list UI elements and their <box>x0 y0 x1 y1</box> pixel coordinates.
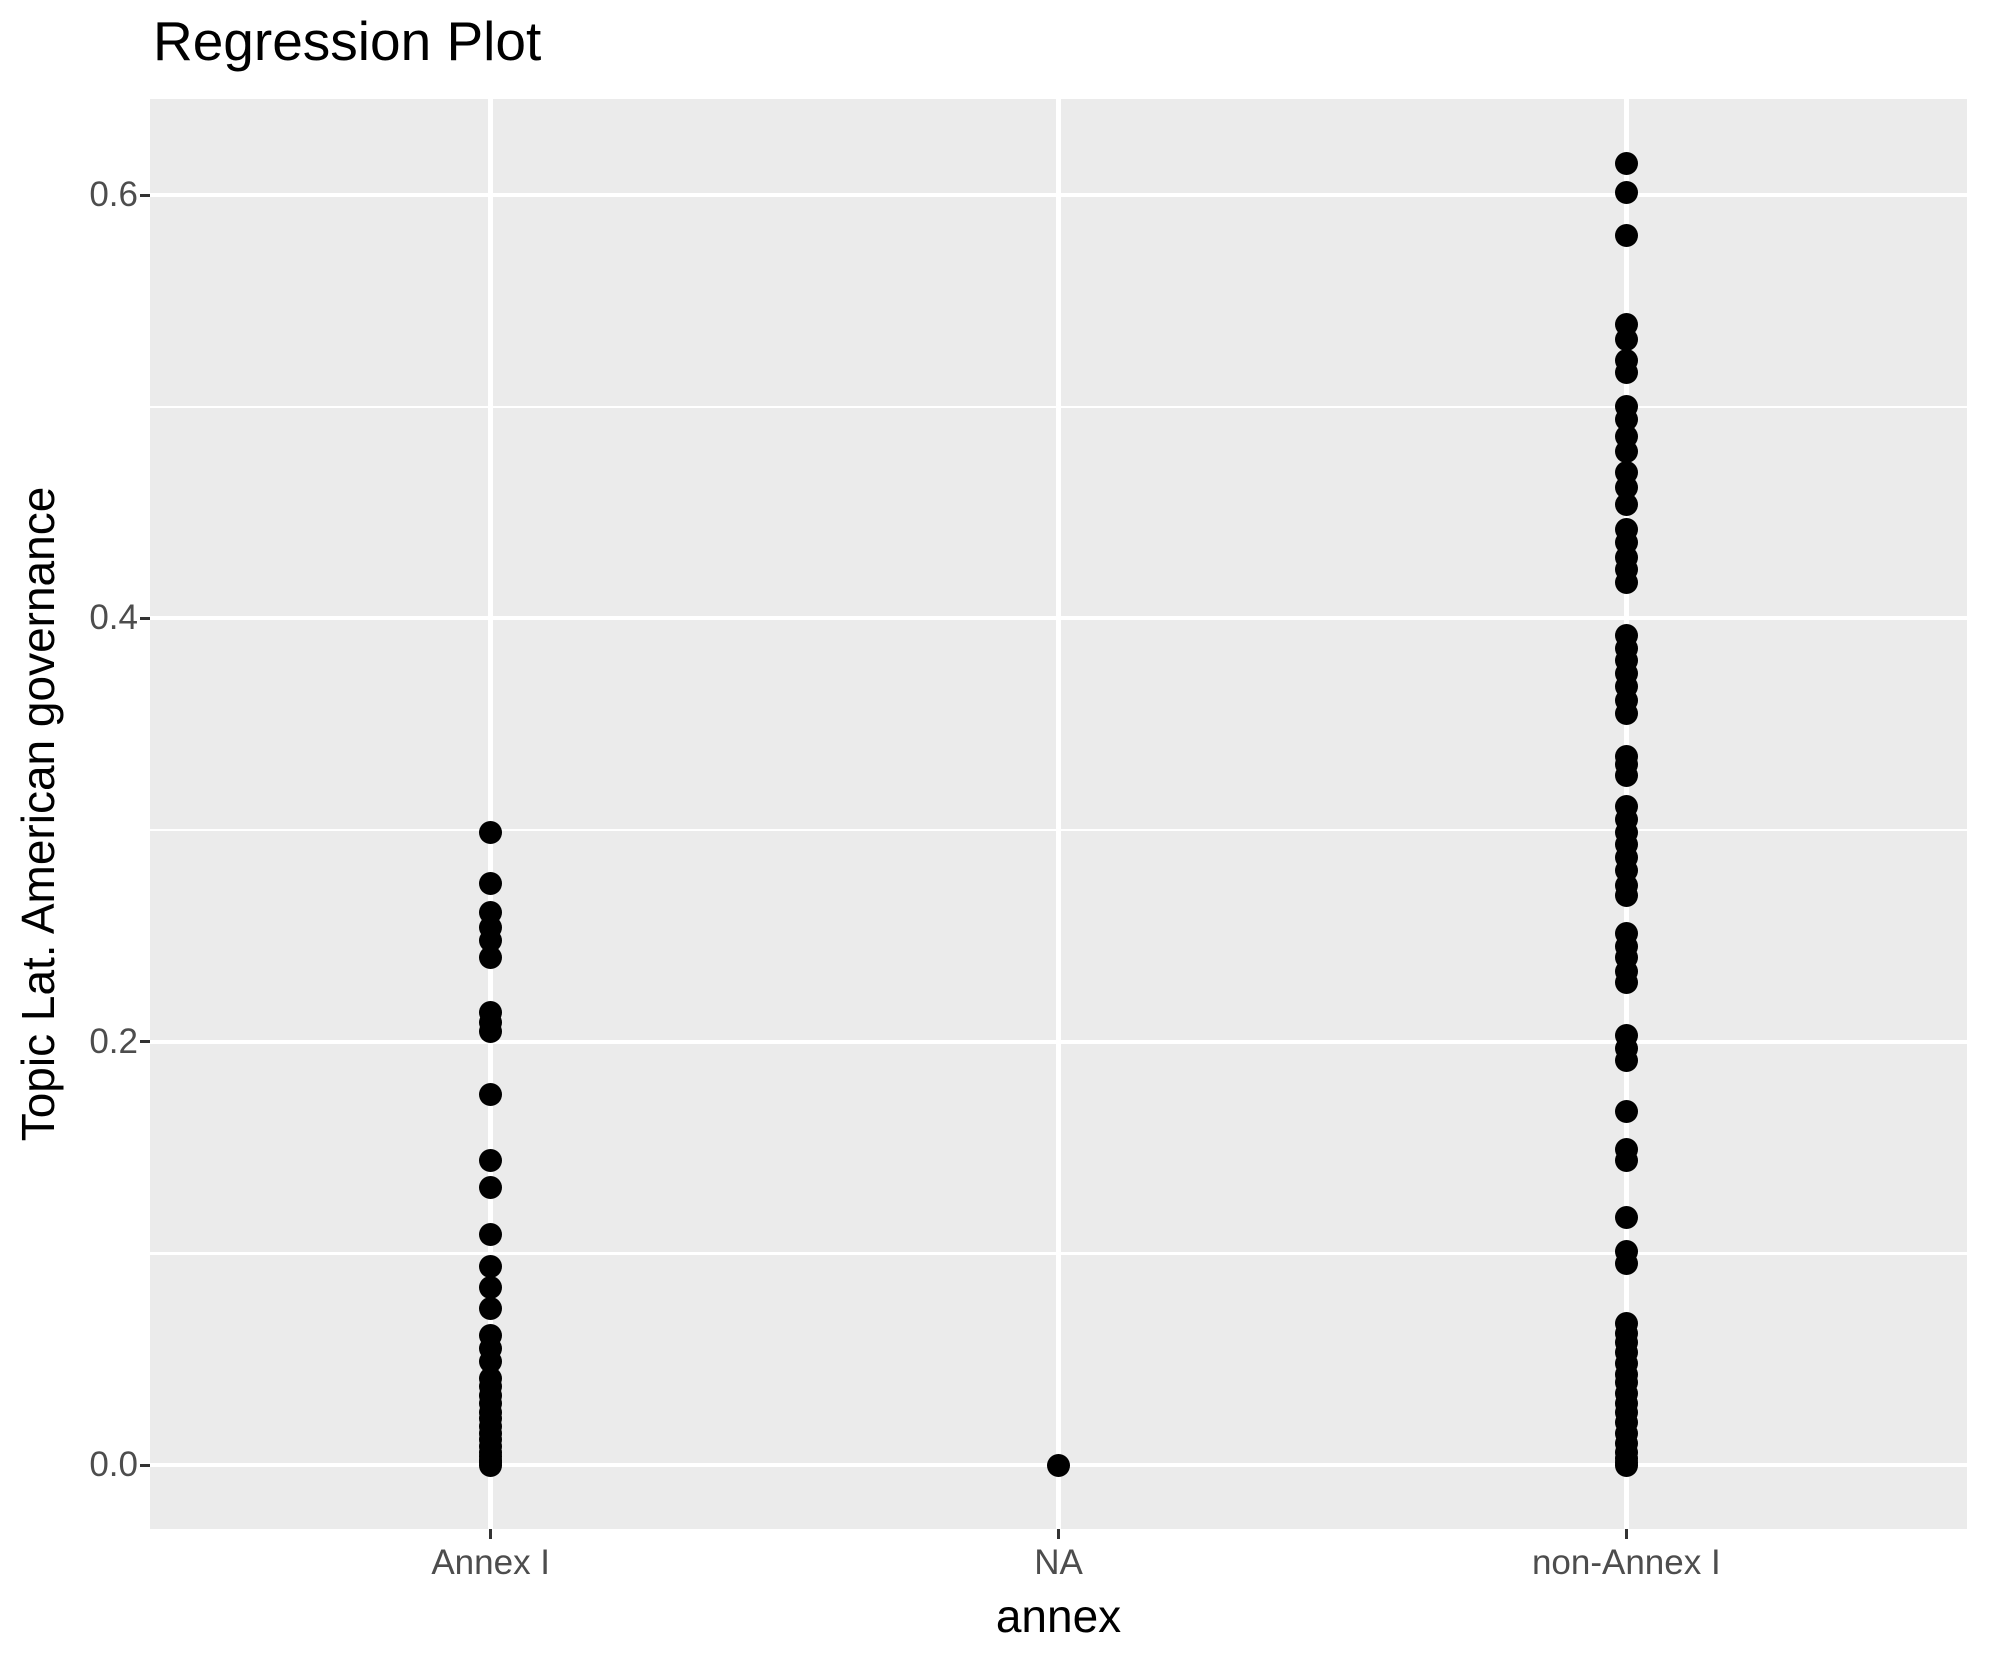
data-point <box>1614 439 1638 463</box>
y-tick-label: 0.2 <box>89 1021 138 1061</box>
y-tick-mark <box>140 193 150 197</box>
x-tick-mark <box>1057 1529 1060 1539</box>
data-point <box>479 1176 503 1200</box>
data-point <box>1614 970 1638 994</box>
data-point <box>1614 361 1638 385</box>
data-point <box>1614 1049 1638 1073</box>
data-point <box>479 945 503 969</box>
data-point <box>1614 884 1638 908</box>
data-point <box>1614 1100 1638 1124</box>
data-point <box>1614 1148 1638 1172</box>
data-point <box>1614 492 1638 516</box>
data-point <box>479 1275 503 1299</box>
x-axis-title: annex <box>995 1590 1122 1642</box>
y-tick-mark <box>140 616 150 620</box>
x-tick-mark <box>489 1529 493 1539</box>
data-point <box>479 820 503 844</box>
plot-title: Regression Plot <box>153 10 542 72</box>
y-tick-label: 0.0 <box>89 1445 138 1485</box>
data-point <box>1614 1205 1638 1229</box>
data-point <box>479 871 503 895</box>
data-point <box>479 1083 503 1107</box>
data-point <box>479 928 503 952</box>
data-point <box>1614 475 1638 499</box>
data-point <box>1614 223 1638 247</box>
data-point <box>1614 151 1638 175</box>
y-tick-label: 0.4 <box>89 598 138 638</box>
data-point <box>1047 1453 1070 1477</box>
x-major-gridline <box>1056 99 1061 1529</box>
y-tick-mark <box>140 1040 150 1044</box>
data-point <box>1614 1252 1638 1276</box>
data-point <box>479 1222 503 1246</box>
y-tick-label: 0.6 <box>89 175 138 215</box>
data-point <box>1614 570 1638 594</box>
x-major-gridline <box>488 99 494 1529</box>
data-point <box>1614 763 1638 787</box>
x-tick-mark <box>1624 1529 1628 1539</box>
data-point <box>479 1148 503 1172</box>
data-point <box>1614 702 1638 726</box>
data-point <box>479 1254 503 1278</box>
data-point <box>1614 1453 1638 1477</box>
data-point <box>1614 181 1638 205</box>
data-point <box>479 1296 503 1320</box>
y-axis-title: Topic Lat. American governance <box>12 486 64 1142</box>
x-tick-label: NA <box>1034 1543 1083 1582</box>
data-point <box>479 1453 503 1477</box>
y-tick-mark <box>140 1463 150 1467</box>
data-point <box>1614 327 1638 351</box>
x-tick-label: Annex I <box>431 1543 551 1582</box>
x-tick-label: non-Annex I <box>1531 1543 1721 1582</box>
data-point <box>479 1019 503 1043</box>
plot-panel <box>150 99 1967 1529</box>
